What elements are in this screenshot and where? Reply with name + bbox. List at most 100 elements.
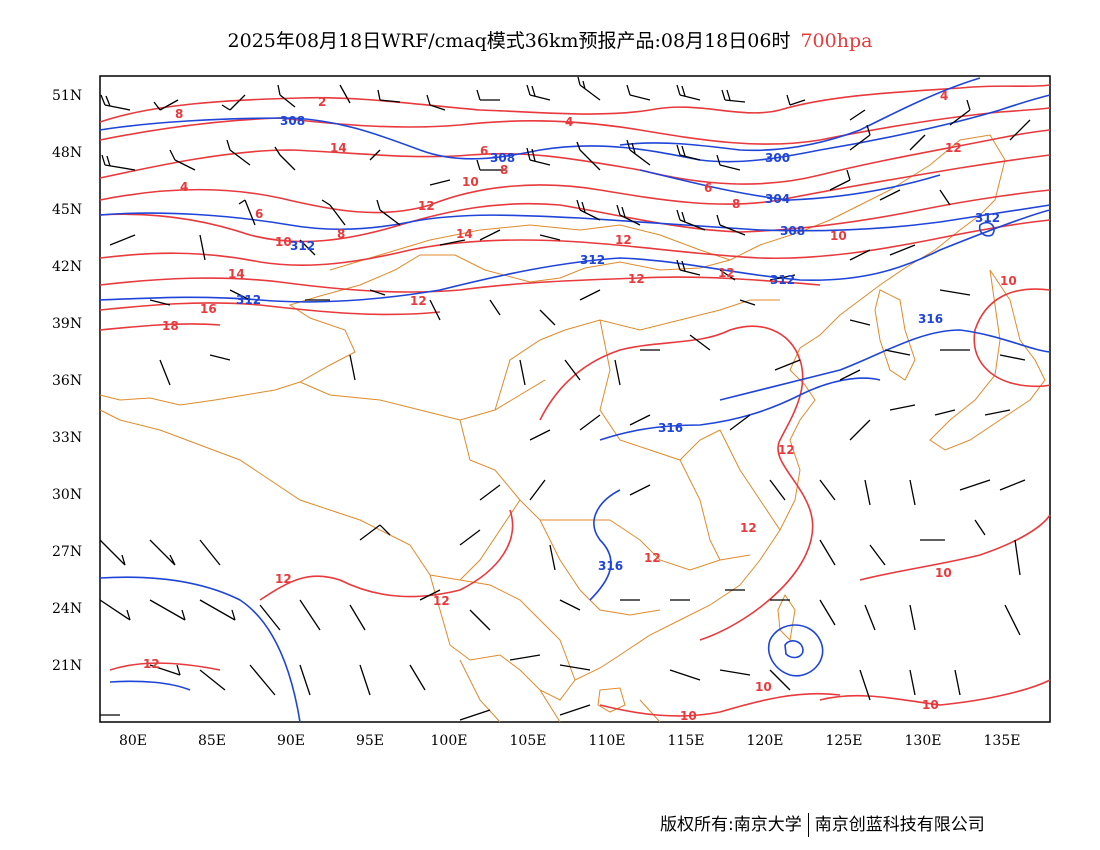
wind-barb (579, 414, 601, 431)
wind-barb (769, 479, 786, 501)
lon-label: 95E (355, 733, 385, 749)
wind-barb (909, 134, 926, 151)
wind-barb (539, 234, 561, 241)
temp-label: 12 (718, 266, 735, 280)
temp-contour-18 (99, 323, 221, 331)
wind-barb (954, 669, 961, 696)
wind-barb (934, 409, 956, 416)
wind-barb (879, 189, 901, 201)
wind-barb (299, 664, 311, 696)
wind-barb (1009, 119, 1031, 141)
lat-label: 51N (52, 88, 83, 104)
wind-barb (149, 539, 176, 566)
lon-label: 85E (197, 733, 227, 749)
wind-barb (519, 359, 526, 386)
wind-barb (716, 154, 741, 171)
wind-barb (559, 664, 591, 671)
wind-barb (429, 299, 441, 321)
wind-barb (199, 234, 206, 261)
wind-barb (99, 539, 126, 566)
geo-contour-312 (99, 209, 1051, 303)
wind-barb (369, 289, 386, 296)
temp-contour-6 (99, 129, 1051, 185)
wind-barb (564, 359, 581, 381)
temp-label: 10 (680, 709, 697, 723)
wind-barb (299, 239, 316, 256)
temp-label: 12 (418, 199, 435, 213)
wind-barb (769, 274, 796, 281)
wind-barb (99, 599, 131, 621)
wind-barb (459, 709, 491, 721)
wind-barb (238, 199, 256, 226)
wind-barb (774, 359, 801, 371)
temp-label: 4 (940, 89, 948, 103)
footer-divider (807, 813, 809, 837)
lat-label: 36N (52, 373, 83, 389)
wind-barb (909, 604, 916, 631)
geo-label: 312 (770, 273, 795, 287)
temp-contour-10 (99, 189, 1051, 243)
wind-barb (549, 544, 556, 571)
wind-barb (509, 654, 541, 661)
temp-label: 12 (275, 572, 292, 586)
temp-label: 10 (275, 235, 292, 249)
temp-label: 14 (456, 227, 473, 241)
wind-barb (999, 479, 1026, 491)
wind-barb (669, 669, 701, 681)
temp-contour-12 (99, 219, 1051, 266)
wind-barb (476, 159, 505, 171)
wind-barb (676, 84, 701, 101)
temp-contour-10-se (819, 679, 1051, 706)
wind-barb (769, 669, 791, 691)
temp-contour-10-bottom (599, 692, 841, 717)
wind-barb (849, 124, 871, 151)
wind-barb (629, 414, 651, 426)
temp-label: 10 (935, 566, 952, 580)
geo-contour-sw-1 (99, 576, 301, 723)
temp-label: 8 (732, 197, 740, 211)
temp-label: 8 (175, 107, 183, 121)
wind-barb (889, 244, 916, 256)
copyright-footer: 版权所有:南京大学 南京创蓝科技有限公司 (660, 810, 985, 837)
wind-barb (559, 704, 591, 716)
wind-barb (939, 289, 971, 296)
wind-barb (101, 154, 136, 171)
lon-label: 110E (588, 733, 626, 749)
wind-barb (109, 234, 136, 246)
wind-barb (939, 189, 951, 206)
wind-barb (149, 664, 181, 676)
lon-label: 125E (825, 733, 863, 749)
lon-label: 90E (276, 733, 306, 749)
lat-label: 48N (52, 145, 83, 161)
wind-barb (149, 299, 171, 306)
wind-barb (614, 359, 621, 386)
wind-barb (959, 479, 991, 491)
wind-barbs (99, 76, 1031, 721)
temp-label: 12 (433, 594, 450, 608)
wind-barb (529, 479, 546, 501)
temp-label: 6 (704, 181, 712, 195)
geo-contour-300 (619, 77, 981, 152)
wind-barb (974, 519, 986, 536)
geo-contour-sw-2 (109, 680, 191, 691)
boundary-layer (99, 134, 1046, 723)
lon-label: 100E (430, 733, 468, 749)
lat-label: 21N (52, 658, 83, 674)
temp-contour-16 (99, 302, 441, 316)
geo-contour-ne-loop (978, 221, 995, 237)
korea-outline (874, 289, 916, 381)
wind-barb (349, 354, 356, 381)
map-frame (99, 75, 1051, 723)
geo-contour-316 (719, 329, 1051, 401)
wind-barb (459, 529, 481, 546)
geo-label: 312 (236, 293, 261, 307)
temp-label: 12 (615, 233, 632, 247)
wind-barb (529, 429, 551, 441)
wind-barb (577, 76, 601, 101)
title-level: 700hpa (800, 30, 873, 52)
geo-contour-308 (99, 204, 1051, 232)
wind-barb (376, 199, 401, 226)
wind-barb (229, 289, 251, 301)
geo-contour-typhoon-inner (784, 640, 804, 659)
